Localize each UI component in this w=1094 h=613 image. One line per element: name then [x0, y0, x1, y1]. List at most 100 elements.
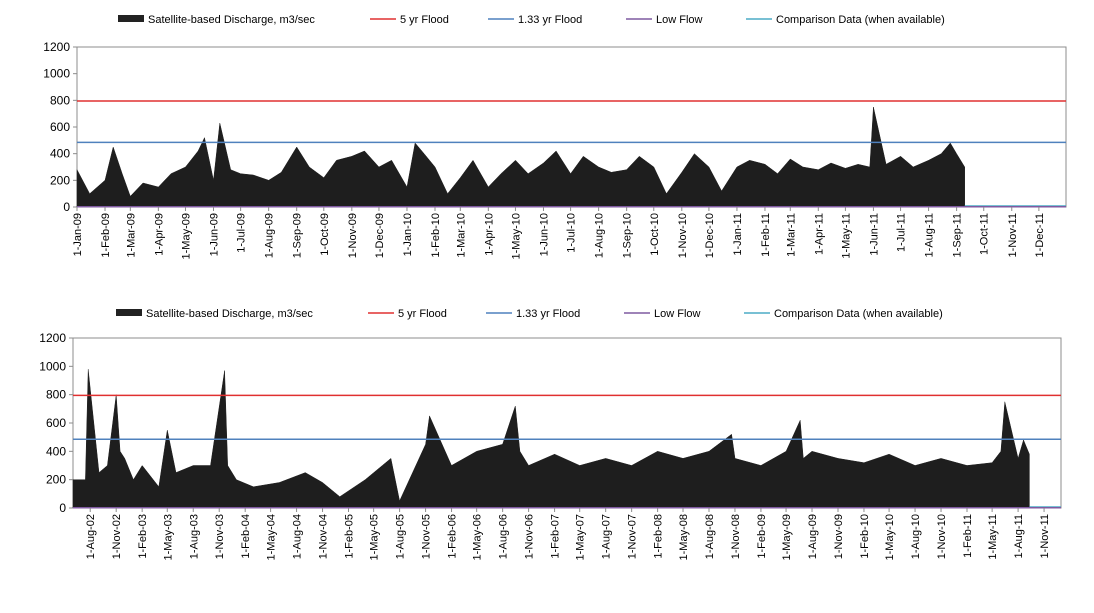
x-tick-label: 1-Aug-02 [85, 514, 97, 559]
x-tick-label: 1-Nov-09 [833, 514, 845, 559]
x-tick-label: 1-May-03 [162, 514, 174, 560]
x-tick-label: 1-May-07 [575, 514, 587, 560]
x-tick-label: 1-May-04 [266, 514, 278, 560]
x-tick-label: 1-Nov-06 [524, 514, 536, 559]
x-tick-label: 1-May-10 [884, 514, 896, 560]
y-tick-label: 600 [46, 416, 66, 430]
legend-label: 5 yr Flood [400, 14, 449, 26]
y-tick-label: 800 [46, 388, 66, 402]
x-tick-label: 1-Aug-03 [188, 514, 200, 559]
x-tick-label: 1-Dec-10 [704, 213, 716, 258]
x-tick-label: 1-Aug-11 [924, 213, 936, 257]
x-tick-label: 1-Oct-09 [319, 213, 331, 256]
x-tick-label: 1-Oct-10 [649, 213, 661, 256]
x-tick-label: 1-Aug-09 [807, 514, 819, 559]
x-tick-label: 1-Mar-09 [125, 213, 137, 258]
legend-label: Satellite-based Discharge, m3/sec [148, 14, 315, 26]
x-tick-label: 1-Feb-04 [240, 514, 252, 559]
y-tick-label: 1000 [39, 359, 66, 373]
legend-label: 1.33 yr Flood [516, 308, 580, 320]
legend-item: Satellite-based Discharge, m3/sec [118, 14, 315, 26]
legend-label: Satellite-based Discharge, m3/sec [146, 308, 313, 320]
y-axis: 0 200 400 600 800 1000 1200 [39, 331, 73, 515]
y-tick-label: 200 [46, 473, 66, 487]
y-tick-label: 0 [63, 200, 70, 214]
legend-item: Comparison Data (when available) [746, 14, 945, 26]
x-tick-label: 1-Feb-09 [756, 514, 768, 559]
x-tick-label: 1-Aug-07 [601, 514, 613, 559]
legend-label: 1.33 yr Flood [518, 14, 582, 26]
x-tick-label: 1-May-05 [369, 514, 381, 560]
x-tick-label: 1-May-10 [510, 213, 522, 259]
y-tick-label: 1200 [43, 40, 70, 54]
x-tick-label: 1-Aug-08 [704, 514, 716, 559]
x-tick-label: 1-Nov-05 [421, 514, 433, 559]
x-tick-label: 1-Feb-08 [653, 514, 665, 559]
x-tick-label: 1-Aug-05 [395, 514, 407, 559]
y-tick-label: 400 [50, 147, 70, 161]
x-tick-label: 1-Aug-10 [910, 514, 922, 559]
y-tick-label: 1000 [43, 67, 70, 81]
x-tick-label: 1-Aug-06 [498, 514, 510, 559]
x-tick-label: 1-Nov-09 [347, 213, 359, 258]
legend-item: Comparison Data (when available) [744, 308, 943, 320]
x-tick-label: 1-Nov-10 [677, 213, 689, 258]
discharge-area [76, 106, 965, 208]
x-tick-label: 1-Jul-09 [236, 213, 248, 253]
x-tick-label: 1-Apr-09 [153, 213, 165, 256]
x-tick-label: 1-Jan-09 [72, 213, 84, 256]
x-tick-label: 1-Sep-11 [952, 213, 964, 257]
legend-label: Comparison Data (when available) [774, 308, 943, 320]
y-tick-label: 0 [59, 501, 66, 515]
x-tick-label: 1-Nov-11 [1007, 213, 1019, 257]
legend-label: Low Flow [656, 14, 703, 26]
legend-item: 1.33 yr Flood [488, 14, 582, 26]
legend-item: Low Flow [626, 14, 703, 26]
x-tick-label: 1-Oct-11 [979, 213, 991, 255]
chart-2: Satellite-based Discharge, m3/sec 5 yr Fl… [39, 308, 1062, 560]
x-tick-label: 1-Jul-10 [566, 213, 578, 253]
x-tick-label: 1-Feb-07 [550, 514, 562, 559]
x-tick-label: 1-May-11 [987, 514, 999, 560]
legend-item: 5 yr Flood [368, 308, 447, 320]
x-tick-label: 1-Feb-03 [137, 514, 149, 559]
legend-swatch [116, 309, 142, 316]
y-tick-label: 800 [50, 93, 70, 107]
x-tick-label: 1-Feb-11 [962, 514, 974, 558]
legend-item: 1.33 yr Flood [486, 308, 580, 320]
legend-label: 5 yr Flood [398, 308, 447, 320]
x-tick-label: 1-Jun-11 [868, 213, 880, 256]
x-tick-label: 1-Feb-10 [859, 514, 871, 559]
legend-swatch [118, 15, 144, 22]
x-tick-label: 1-May-06 [472, 514, 484, 560]
x-tick-label: 1-Aug-10 [594, 213, 606, 258]
x-tick-label: 1-Sep-09 [292, 213, 304, 258]
x-tick-label: 1-May-08 [678, 514, 690, 560]
x-tick-label: 1-Jan-11 [732, 213, 744, 256]
x-tick-label: 1-Nov-02 [111, 514, 123, 559]
x-tick-label: 1-Feb-09 [100, 213, 112, 258]
discharge-area [72, 369, 1030, 509]
x-tick-label: 1-Sep-10 [622, 213, 634, 258]
x-tick-label: 1-May-09 [781, 514, 793, 560]
y-tick-label: 400 [46, 444, 66, 458]
legend-item: 5 yr Flood [370, 14, 449, 26]
x-tick-label: 1-Jan-10 [402, 213, 414, 256]
x-tick-label: 1-Apr-10 [483, 213, 495, 256]
chart-1: Satellite-based Discharge, m3/sec 5 yr Fl… [43, 14, 1067, 259]
x-tick-label: 1-May-09 [180, 213, 192, 259]
x-axis: 1-Aug-02 1-Nov-02 1-Feb-03 1-May-03 1-Aug-03… [85, 508, 1051, 560]
x-tick-label: 1-Dec-11 [1034, 213, 1046, 257]
y-tick-label: 1200 [39, 331, 66, 345]
legend: Satellite-based Discharge, m3/sec 5 yr Fl… [116, 308, 943, 320]
x-tick-label: 1-Feb-11 [760, 213, 772, 257]
x-tick-label: 1-Nov-11 [1039, 514, 1051, 558]
x-tick-label: 1-Feb-06 [447, 514, 459, 559]
x-tick-label: 1-Feb-10 [430, 213, 442, 258]
x-tick-label: 1-Nov-08 [730, 514, 742, 559]
x-tick-label: 1-Mar-10 [455, 213, 467, 258]
x-tick-label: 1-Nov-04 [318, 514, 330, 559]
x-tick-label: 1-Jul-11 [896, 213, 908, 252]
legend-item: Satellite-based Discharge, m3/sec [116, 308, 313, 320]
